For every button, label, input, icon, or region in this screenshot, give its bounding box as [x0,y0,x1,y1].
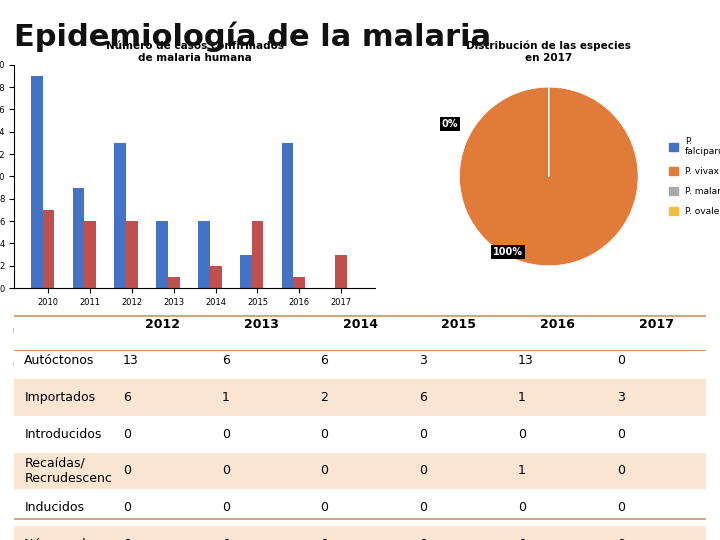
Bar [282,143,294,288]
Bar [294,277,305,288]
Bar [73,187,84,288]
Title: Distribución de las especies
en 2017: Distribución de las especies en 2017 [467,40,631,63]
Bar [210,266,222,288]
Wedge shape [459,87,638,266]
Bar [156,221,168,288]
Legend: P.
falciparum, P. vivax, P. malariae, P. ovale: P. falciparum, P. vivax, P. malariae, P.… [665,133,720,220]
Title: Número de casos confirmados
de malaria humana: Número de casos confirmados de malaria h… [106,41,284,63]
Bar [84,221,96,288]
Bar [240,254,251,288]
Bar [168,277,180,288]
Bar [42,210,54,288]
Bar [198,221,210,288]
Bar [126,221,138,288]
Bar [336,254,347,288]
Bar [31,76,42,288]
Text: Epidemiología de la malaria: Epidemiología de la malaria [14,22,492,52]
Bar [114,143,126,288]
Legend: Indigenuous, Imported, Introduced: Indigenuous, Imported, Introduced [103,392,287,403]
Text: 100%: 100% [493,247,523,256]
Text: 0%: 0% [441,119,458,129]
Bar [251,221,264,288]
